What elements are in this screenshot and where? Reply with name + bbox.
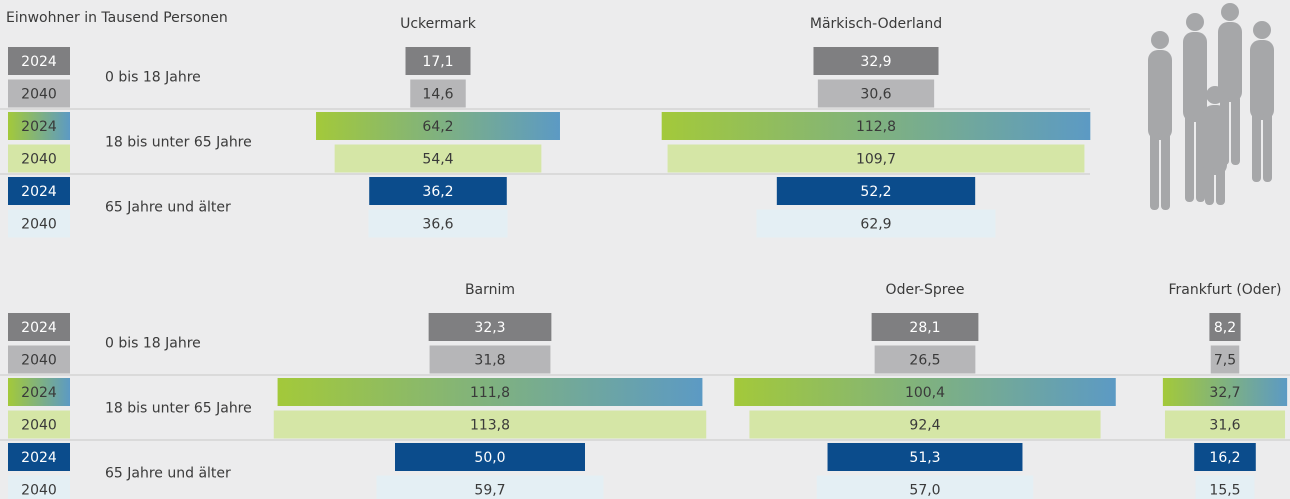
bar — [369, 177, 507, 205]
bar — [376, 475, 604, 499]
bar — [429, 345, 551, 374]
year-box — [8, 112, 70, 140]
year-label: 2024 — [21, 54, 57, 70]
year-label: 2024 — [21, 385, 57, 401]
bar — [1164, 410, 1286, 439]
year-label: 2040 — [21, 418, 57, 434]
value-label: 32,7 — [1209, 385, 1240, 401]
year-label: 2040 — [21, 483, 57, 499]
bar — [1195, 475, 1255, 499]
chart-title: Uckermark — [400, 16, 477, 32]
value-label: 51,3 — [909, 450, 940, 466]
age-group-label: 0 bis 18 Jahre — [105, 335, 201, 351]
year-box — [8, 47, 70, 75]
bar — [273, 410, 707, 439]
bar — [1209, 313, 1241, 341]
value-label: 112,8 — [856, 119, 896, 135]
age-group-label: 65 Jahre und älter — [105, 199, 231, 215]
chart-title: Märkisch-Oderland — [810, 16, 942, 32]
value-label: 31,6 — [1209, 418, 1240, 434]
year-box — [8, 443, 70, 471]
year-box — [8, 475, 70, 499]
age-group-label: 65 Jahre und älter — [105, 465, 231, 481]
value-label: 59,7 — [474, 483, 505, 499]
value-label: 57,0 — [909, 483, 940, 499]
value-label: 36,2 — [422, 184, 453, 200]
year-label: 2040 — [21, 87, 57, 103]
bar — [410, 79, 466, 108]
year-box — [8, 410, 70, 439]
year-label: 2040 — [21, 217, 57, 233]
bar — [816, 475, 1034, 499]
value-label: 14,6 — [422, 87, 453, 103]
year-box — [8, 209, 70, 238]
bar — [817, 79, 935, 108]
value-label: 111,8 — [470, 385, 510, 401]
year-label: 2024 — [21, 119, 57, 135]
bar — [661, 112, 1091, 140]
bar — [667, 144, 1085, 173]
value-label: 36,6 — [422, 217, 453, 233]
value-label: 52,2 — [860, 184, 891, 200]
year-label: 2024 — [21, 450, 57, 466]
value-label: 31,8 — [474, 353, 505, 369]
value-label: 62,9 — [860, 217, 891, 233]
value-label: 100,4 — [905, 385, 945, 401]
age-group-label: 0 bis 18 Jahre — [105, 69, 201, 85]
value-label: 109,7 — [856, 152, 896, 168]
value-label: 8,2 — [1214, 320, 1236, 336]
year-label: 2040 — [21, 353, 57, 369]
value-label: 17,1 — [422, 54, 453, 70]
value-label: 50,0 — [474, 450, 505, 466]
bar — [395, 443, 585, 471]
bar — [316, 112, 560, 140]
bar — [405, 47, 471, 75]
year-box — [8, 177, 70, 205]
value-label: 32,9 — [860, 54, 891, 70]
bar — [334, 144, 542, 173]
bar — [756, 209, 996, 238]
bar — [871, 313, 979, 341]
value-label: 28,1 — [909, 320, 940, 336]
bar — [874, 345, 976, 374]
year-box — [8, 144, 70, 173]
value-label: 30,6 — [860, 87, 891, 103]
bar — [749, 410, 1101, 439]
year-label: 2040 — [21, 152, 57, 168]
year-label: 2024 — [21, 184, 57, 200]
value-label: 7,5 — [1214, 353, 1236, 369]
value-label: 92,4 — [909, 418, 940, 434]
bar — [277, 378, 703, 406]
value-label: 54,4 — [422, 152, 453, 168]
chart-title: Oder-Spree — [886, 282, 965, 298]
value-label: 64,2 — [422, 119, 453, 135]
bar — [1194, 443, 1256, 471]
value-label: 113,8 — [470, 418, 510, 434]
chart-title: Barnim — [465, 282, 515, 298]
bar — [827, 443, 1023, 471]
value-label: 32,3 — [474, 320, 505, 336]
bar — [734, 378, 1116, 406]
year-label: 2024 — [21, 320, 57, 336]
year-box — [8, 345, 70, 374]
year-box — [8, 313, 70, 341]
unit-label: Einwohner in Tausend Personen — [6, 10, 228, 26]
chart-title: Frankfurt (Oder) — [1168, 282, 1281, 298]
age-group-label: 18 bis unter 65 Jahre — [105, 400, 252, 416]
value-label: 16,2 — [1209, 450, 1240, 466]
bar — [428, 313, 552, 341]
bar — [368, 209, 508, 238]
people-illustration — [1148, 3, 1274, 210]
value-label: 26,5 — [909, 353, 940, 369]
bar — [1210, 345, 1240, 374]
bar — [813, 47, 939, 75]
year-box — [8, 79, 70, 108]
year-box — [8, 378, 70, 406]
age-group-label: 18 bis unter 65 Jahre — [105, 134, 252, 150]
bar — [776, 177, 976, 205]
bar — [1162, 378, 1288, 406]
value-label: 15,5 — [1209, 483, 1240, 499]
